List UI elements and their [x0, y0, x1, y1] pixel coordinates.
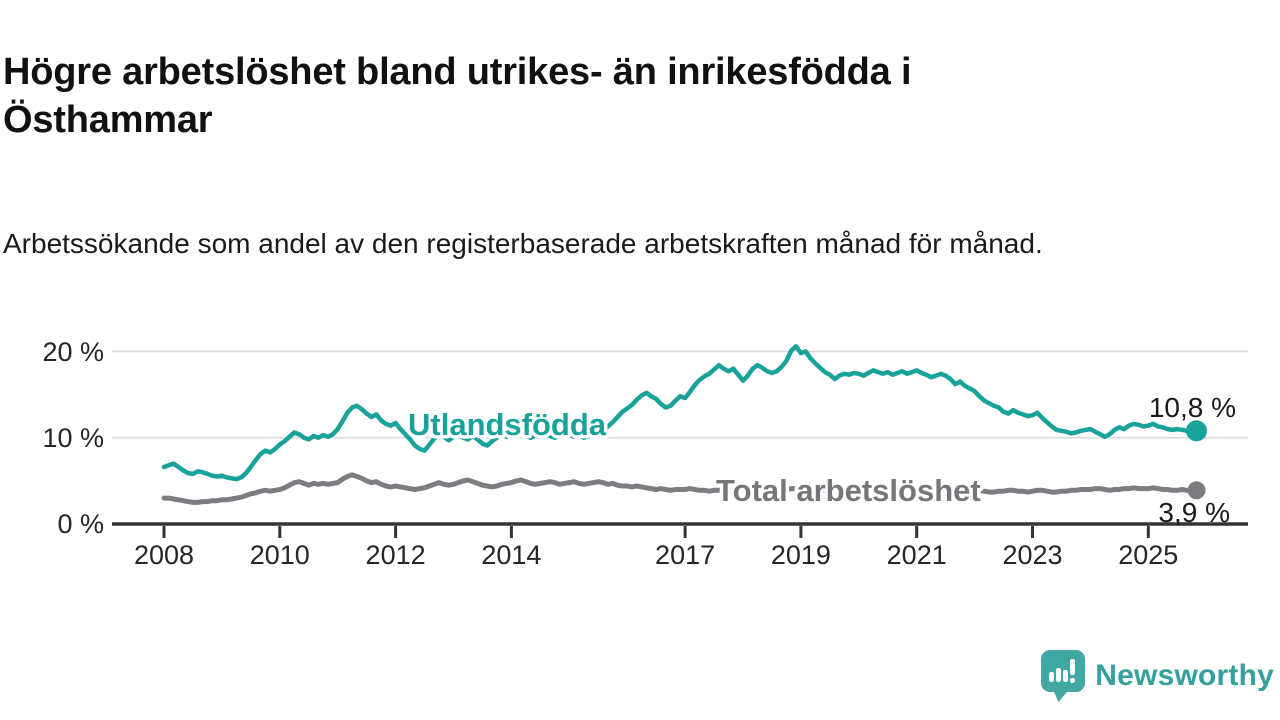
page-title: Högre arbetslöshet bland utrikes- än inr…	[3, 51, 912, 142]
y-axis-label-20: 20 %	[42, 337, 104, 367]
x-axis-label-2017: 2017	[655, 540, 715, 570]
newsworthy-bubble-icon	[1041, 650, 1086, 702]
y-axis-label-0: 0 %	[57, 509, 104, 539]
chart-subtitle: Arbetssökande som andel av den registerb…	[3, 228, 1043, 259]
x-axis-label-2014: 2014	[481, 540, 541, 570]
x-axis-label-2010: 2010	[250, 540, 310, 570]
line-utlandsfodda	[161, 343, 1199, 482]
newsworthy-wordmark: Newsworthy	[1095, 659, 1274, 692]
series-label-utlandsfodda: Utlandsfödda	[408, 407, 607, 442]
line-total-arbetsloshet	[161, 472, 1199, 505]
x-axis-ticks: 2008 2010 2012 2014 2017 2019 2021 2023 2025	[134, 526, 1178, 570]
end-dot-utlandsfodda	[1186, 420, 1207, 442]
end-value-utlandsfodda: 10,8 %	[1149, 392, 1236, 423]
x-axis-label-2021: 2021	[887, 540, 947, 570]
y-axis-label-10: 10 %	[42, 423, 104, 453]
x-axis-label-2023: 2023	[1002, 540, 1062, 570]
x-axis-label-2025: 2025	[1118, 540, 1178, 570]
end-dot-total	[1187, 481, 1206, 500]
newsworthy-logo[interactable]: Newsworthy	[1041, 650, 1274, 702]
x-axis-label-2012: 2012	[366, 540, 426, 570]
series-label-total: Total arbetslöshet	[716, 473, 981, 508]
x-axis-label-2019: 2019	[771, 540, 831, 570]
end-value-total: 3,9 %	[1158, 497, 1230, 528]
x-axis-label-2008: 2008	[134, 540, 194, 570]
